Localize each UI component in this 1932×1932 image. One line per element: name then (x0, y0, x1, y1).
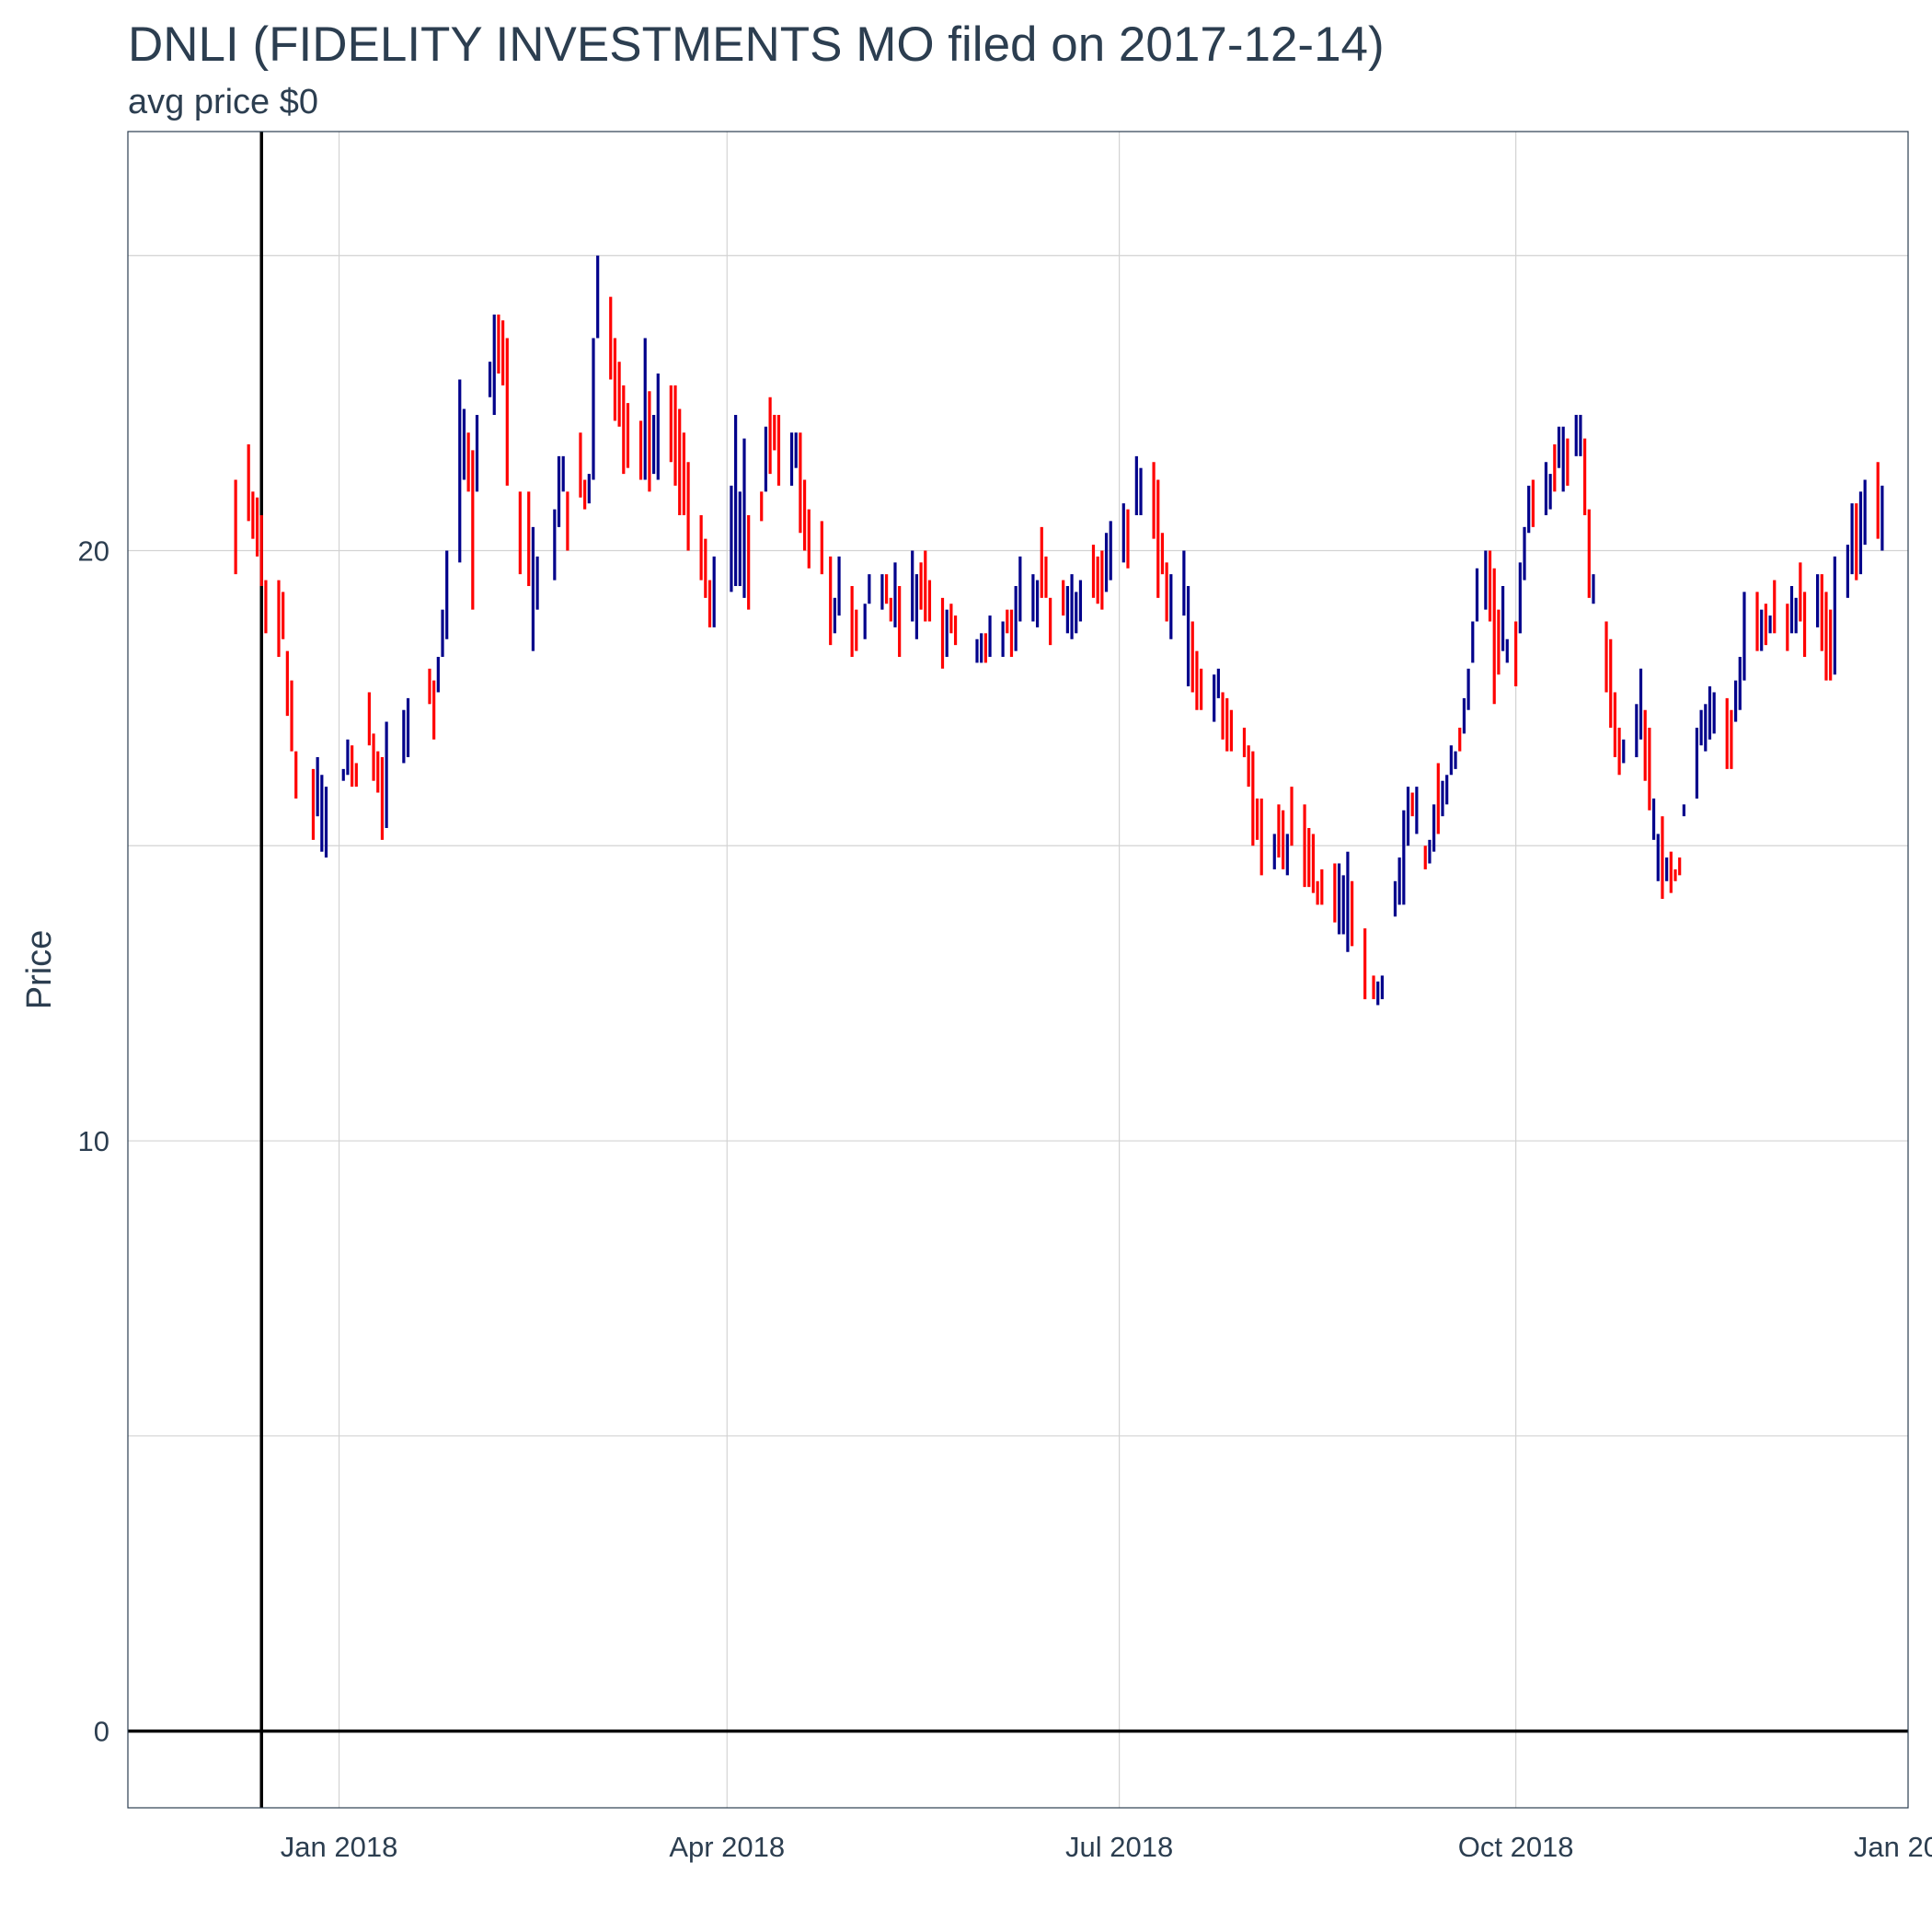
y-tick-label: 0 (94, 1716, 109, 1748)
chart-title: DNLI (FIDELITY INVESTMENTS MO filed on 2… (128, 17, 1385, 72)
x-tick-label: Jan 2018 (281, 1831, 398, 1863)
ohlc-bars (234, 255, 1884, 1006)
reference-lines (128, 132, 1908, 1808)
y-tick-label: 10 (78, 1125, 109, 1157)
y-tick-label: 20 (78, 535, 109, 568)
axes: 0 10 20 Jan 2018 Apr 2018 Jul 2018 Oct 2018 Jan… (78, 535, 1932, 1864)
y-axis-title: Price (20, 930, 59, 1010)
plot-panel-border (127, 131, 1909, 1809)
x-tick-label: Jul 2018 (1065, 1831, 1173, 1863)
x-tick-label: Apr 2018 (669, 1831, 785, 1863)
x-tick-label: Jan 2019 (1854, 1831, 1932, 1863)
x-tick-label: Oct 2018 (1458, 1831, 1574, 1863)
chart-subtitle: avg price $0 (128, 83, 319, 121)
grid-lines (128, 132, 1908, 1808)
